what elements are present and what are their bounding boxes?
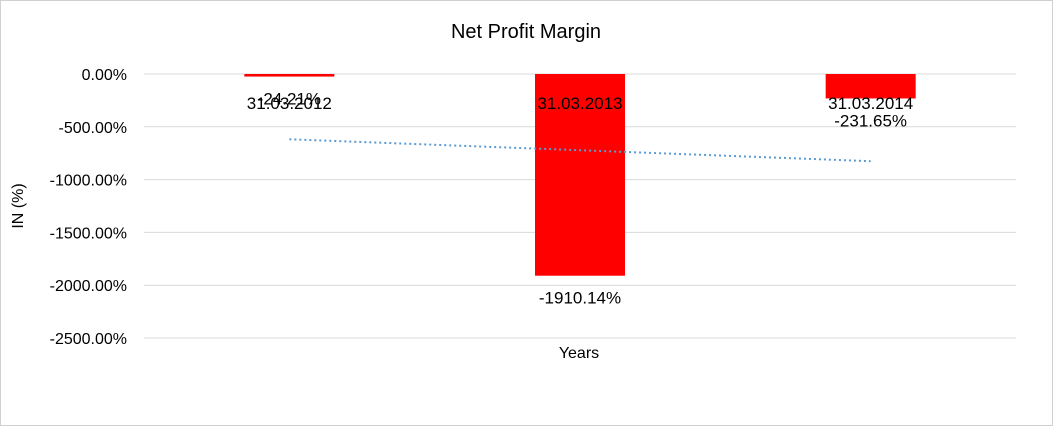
bars — [244, 74, 916, 276]
y-tick-label: 0.00% — [82, 67, 127, 84]
data-label: -24.21% — [258, 90, 321, 109]
data-labels: -24.21% -1910.14% -231.65% — [258, 90, 907, 308]
y-tick-label: -2500.00% — [50, 331, 127, 348]
trendline — [289, 138, 871, 163]
trendline-group — [289, 138, 871, 163]
data-label: -1910.14% — [539, 289, 621, 308]
x-axis-label: Years — [559, 345, 599, 362]
data-label: -231.65% — [834, 111, 907, 130]
chart-title: Net Profit Margin — [451, 21, 601, 43]
bar — [535, 74, 625, 276]
y-axis-ticks: 0.00% -500.00% -1000.00% -1500.00% -2000.00%… — [50, 67, 127, 348]
category-label: 31.03.2012 — [247, 94, 332, 113]
y-axis-label: IN (%) — [10, 183, 27, 228]
y-tick-label: -1500.00% — [50, 225, 127, 242]
category-label: 31.03.2014 — [828, 94, 913, 113]
bar — [825, 74, 916, 99]
category-label: 31.03.2013 — [537, 94, 622, 113]
y-tick-label: -500.00% — [59, 120, 128, 137]
y-tick-label: -1000.00% — [50, 173, 127, 190]
category-labels: 31.03.2012 31.03.2013 31.03.2014 — [247, 94, 913, 113]
y-tick-label: -2000.00% — [50, 278, 127, 295]
bar — [244, 74, 335, 77]
